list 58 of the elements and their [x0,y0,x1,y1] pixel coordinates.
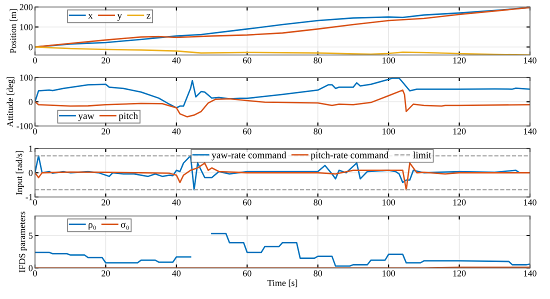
x-tick-label: 20 [102,199,110,206]
y-tick-label: -100 [16,123,33,130]
x-tick-label: 120 [453,270,466,276]
x-tick-label: 120 [453,199,466,206]
x-tick-label: 40 [172,270,181,276]
x-tick-label: 60 [243,199,252,206]
x-tick-label: 140 [524,57,536,64]
legend-label: ρ₀ [88,223,96,230]
ref-line-label: limit [413,151,432,158]
legend-label: yaw [78,114,94,122]
x-tick-label: 0 [33,128,37,134]
x-tick-label: 60 [243,57,252,64]
x-tick-label: 100 [382,57,395,64]
x-tick-label: 60 [243,270,252,276]
x-tick-label: 80 [314,270,322,276]
y-tick-label: 200 [20,4,33,10]
x-tick-label: 20 [102,270,110,276]
x-tick-label: 40 [172,199,181,206]
x-tick-label: 120 [453,128,466,134]
x-axis-title: Time [s] [267,280,298,288]
x-tick-label: 80 [314,128,322,134]
x-tick-label: 20 [102,128,110,134]
legend-label: z [146,14,150,19]
x-tick-label: 20 [102,57,110,64]
legend-label: y [117,14,122,21]
y-tick-label: 0 [28,170,33,176]
y-tick-label: -1 [26,194,32,200]
legend-label: σ₀ [120,222,129,230]
x-tick-label: 0 [33,270,37,276]
y-tick-label: 100 [20,24,33,30]
x-tick-label: 40 [172,128,181,134]
y-tick-label: 0 [28,265,33,272]
x-tick-label: 0 [33,199,37,206]
x-tick-label: 140 [524,128,536,134]
legend-label: yaw-rate command [212,151,286,160]
y-tick-label: 100 [20,74,33,81]
y-tick-label: 0 [28,98,33,105]
x-tick-label: 60 [243,128,252,134]
x-tick-label: 80 [314,57,322,64]
y-axis-title: IFDS parameters [19,212,28,272]
x-tick-label: 100 [382,128,395,134]
x-tick-label: 80 [314,199,322,206]
legend-label: pitch [118,112,138,122]
legend-label: pitch-rate command [310,151,389,160]
x-tick-label: 0 [33,57,37,64]
x-tick-label: 100 [382,270,395,276]
x-tick-label: 140 [524,270,536,276]
x-tick-label: 120 [453,57,466,64]
y-tick-label: 5 [28,232,33,239]
x-tick-label: 100 [382,199,395,206]
y-axis-title: Position [m] [10,9,18,54]
x-tick-label: 40 [172,57,181,64]
y-tick-label: 0 [28,44,33,50]
y-axis-title: Input [rad/s] [16,150,24,195]
y-tick-label: 1 [29,146,32,152]
legend-label: x [88,14,93,19]
x-tick-label: 140 [524,199,536,206]
y-axis-title: Attitude [deg] [6,76,15,128]
